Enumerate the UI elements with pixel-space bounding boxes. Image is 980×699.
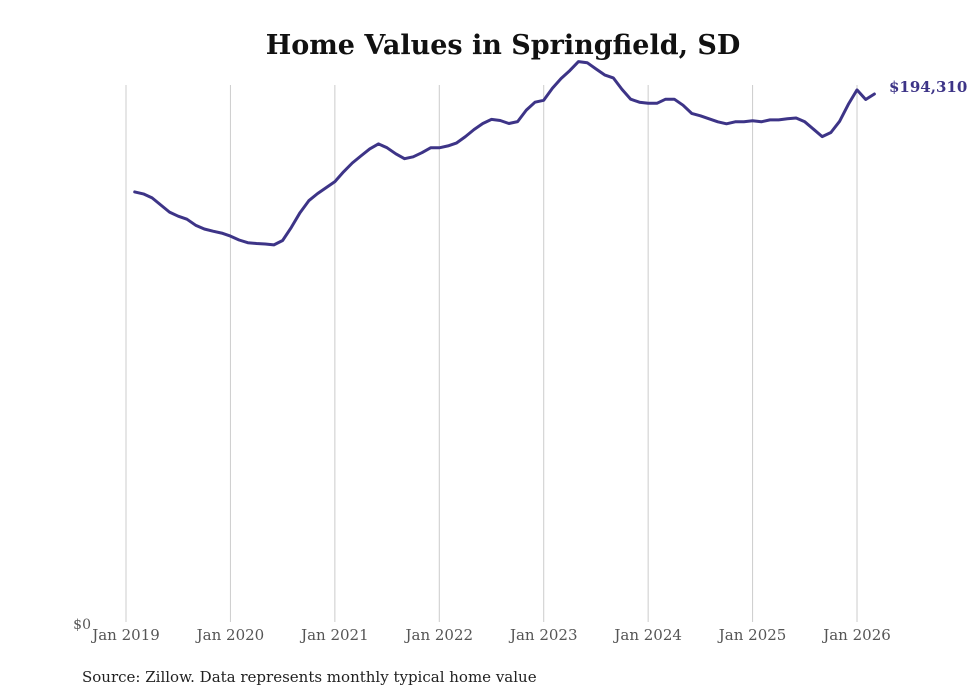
end-value-label: $194,310: [889, 78, 967, 96]
series-line-home-value: [133, 60, 876, 247]
x-tick-label: Jan 2024: [612, 626, 682, 644]
x-axis-ticks: Jan 2019 Jan 2020 Jan 2021 Jan 2022 Jan 2023…: [90, 626, 891, 644]
x-tick-label: Jan 2026: [821, 626, 891, 644]
gridlines: [125, 85, 858, 622]
source-note: Source: Zillow. Data represents monthly …: [82, 668, 537, 686]
x-tick-label: Jan 2019: [90, 626, 160, 644]
x-tick-label: Jan 2023: [508, 626, 578, 644]
y-axis-label-zero: $0: [73, 617, 91, 633]
chart-title: Home Values in Springfield, SD: [265, 30, 741, 61]
x-tick-label: Jan 2022: [404, 626, 474, 644]
x-tick-label: Jan 2025: [717, 626, 787, 644]
x-tick-label: Jan 2020: [195, 626, 265, 644]
x-tick-label: Jan 2021: [299, 626, 369, 644]
